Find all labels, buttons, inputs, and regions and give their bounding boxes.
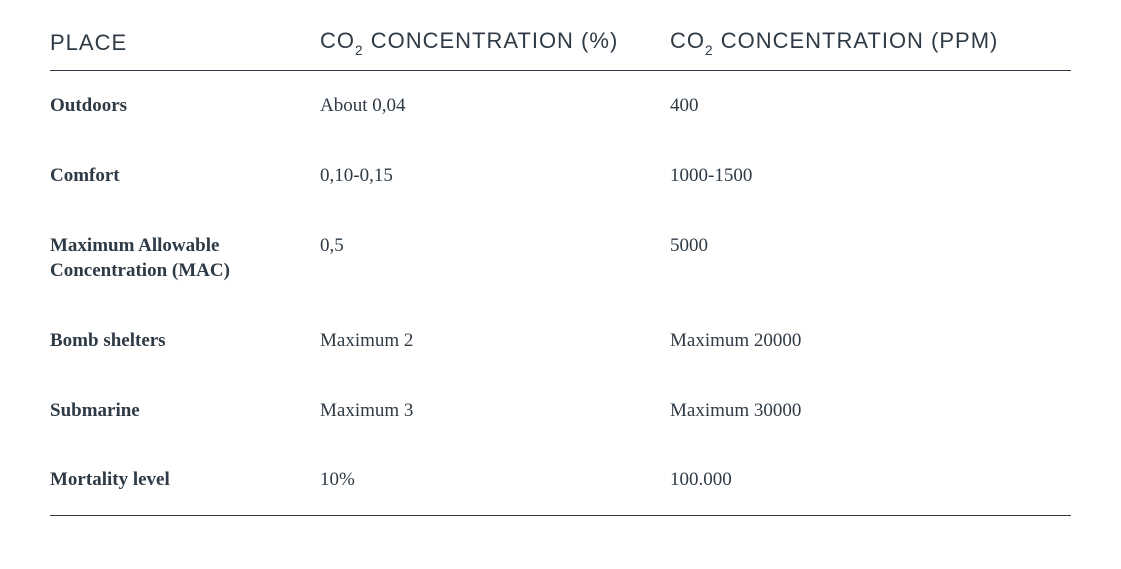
col-header-percent: CO2 CONCENTRATION (%) (320, 20, 670, 71)
cell-percent: 0,10-0,15 (320, 141, 670, 211)
cell-ppm: 100.000 (670, 445, 1071, 515)
cell-ppm: Maximum 30000 (670, 376, 1071, 446)
header-row: PLACE CO2 CONCENTRATION (%) CO2 CONCENTR… (50, 20, 1071, 71)
col-header-ppm: CO2 CONCENTRATION (PPM) (670, 20, 1071, 71)
subscript: 2 (355, 43, 364, 58)
cell-place: Comfort (50, 141, 320, 211)
cell-place: Maximum Allowable Concentration (MAC) (50, 211, 320, 306)
co2-table: PLACE CO2 CONCENTRATION (%) CO2 CONCENTR… (50, 20, 1071, 516)
cell-ppm: Maximum 20000 (670, 306, 1071, 376)
table-row: Outdoors About 0,04 400 (50, 71, 1071, 141)
col-header-text: CO (670, 28, 705, 53)
subscript: 2 (705, 43, 714, 58)
col-header-text: PLACE (50, 30, 127, 55)
col-header-text: CONCENTRATION (PPM) (714, 28, 999, 53)
cell-percent: Maximum 3 (320, 376, 670, 446)
cell-ppm: 400 (670, 71, 1071, 141)
table-container: PLACE CO2 CONCENTRATION (%) CO2 CONCENTR… (0, 0, 1121, 516)
col-header-text: CONCENTRATION (%) (364, 28, 619, 53)
cell-ppm: 1000-1500 (670, 141, 1071, 211)
cell-percent: Maximum 2 (320, 306, 670, 376)
table-row: Maximum Allowable Concentration (MAC) 0,… (50, 211, 1071, 306)
cell-place: Mortality level (50, 445, 320, 515)
table-row: Submarine Maximum 3 Maximum 30000 (50, 376, 1071, 446)
cell-ppm: 5000 (670, 211, 1071, 306)
cell-percent: 0,5 (320, 211, 670, 306)
cell-place: Bomb shelters (50, 306, 320, 376)
cell-percent: About 0,04 (320, 71, 670, 141)
col-header-text: CO (320, 28, 355, 53)
table-row: Comfort 0,10-0,15 1000-1500 (50, 141, 1071, 211)
cell-place: Outdoors (50, 71, 320, 141)
cell-place: Submarine (50, 376, 320, 446)
table-row: Mortality level 10% 100.000 (50, 445, 1071, 515)
table-row: Bomb shelters Maximum 2 Maximum 20000 (50, 306, 1071, 376)
cell-percent: 10% (320, 445, 670, 515)
col-header-place: PLACE (50, 20, 320, 71)
